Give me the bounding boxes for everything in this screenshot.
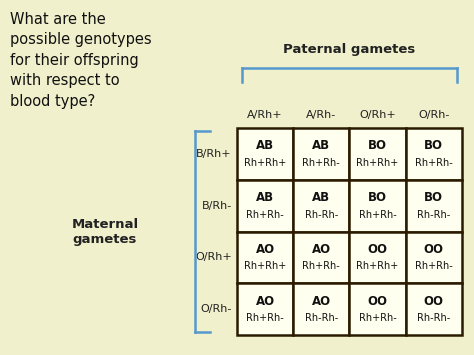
Text: AO: AO bbox=[312, 243, 331, 256]
Bar bbox=[349, 283, 406, 335]
Bar bbox=[237, 180, 293, 231]
Text: Rh+Rh-: Rh+Rh- bbox=[359, 313, 396, 323]
Bar bbox=[406, 283, 462, 335]
Text: AB: AB bbox=[312, 191, 330, 204]
Text: AB: AB bbox=[256, 191, 274, 204]
Text: Rh+Rh-: Rh+Rh- bbox=[246, 209, 284, 220]
Text: Maternal
gametes: Maternal gametes bbox=[72, 218, 138, 246]
Text: A/Rh+: A/Rh+ bbox=[247, 110, 283, 120]
Bar bbox=[349, 231, 406, 283]
Text: O/Rh-: O/Rh- bbox=[201, 304, 232, 314]
Text: O/Rh-: O/Rh- bbox=[418, 110, 449, 120]
Text: Rh+Rh+: Rh+Rh+ bbox=[356, 158, 399, 168]
Bar bbox=[237, 283, 293, 335]
Text: OO: OO bbox=[424, 295, 444, 308]
Text: Rh+Rh-: Rh+Rh- bbox=[415, 158, 453, 168]
Text: Rh-Rh-: Rh-Rh- bbox=[305, 313, 338, 323]
Text: OO: OO bbox=[368, 295, 388, 308]
Text: B/Rh+: B/Rh+ bbox=[196, 149, 232, 159]
Text: OO: OO bbox=[424, 243, 444, 256]
Bar bbox=[293, 231, 349, 283]
Bar bbox=[406, 231, 462, 283]
Text: O/Rh+: O/Rh+ bbox=[359, 110, 396, 120]
Text: B/Rh-: B/Rh- bbox=[202, 201, 232, 211]
Text: O/Rh+: O/Rh+ bbox=[195, 252, 232, 262]
Text: BO: BO bbox=[424, 191, 443, 204]
Bar bbox=[237, 128, 293, 180]
Text: OO: OO bbox=[368, 243, 388, 256]
Bar bbox=[237, 231, 293, 283]
Text: Rh+Rh-: Rh+Rh- bbox=[359, 209, 396, 220]
Text: Rh+Rh-: Rh+Rh- bbox=[415, 261, 453, 271]
Text: Paternal gametes: Paternal gametes bbox=[283, 44, 416, 56]
Text: Rh+Rh+: Rh+Rh+ bbox=[244, 261, 286, 271]
Bar bbox=[293, 180, 349, 231]
Bar bbox=[406, 128, 462, 180]
Bar bbox=[406, 180, 462, 231]
Text: What are the
possible genotypes
for their offspring
with respect to
blood type?: What are the possible genotypes for thei… bbox=[10, 12, 152, 109]
Text: BO: BO bbox=[368, 191, 387, 204]
Text: AB: AB bbox=[256, 140, 274, 152]
Text: Rh+Rh-: Rh+Rh- bbox=[302, 158, 340, 168]
Text: BO: BO bbox=[368, 140, 387, 152]
Bar bbox=[293, 128, 349, 180]
Text: Rh+Rh-: Rh+Rh- bbox=[246, 313, 284, 323]
Bar bbox=[349, 180, 406, 231]
Text: Rh+Rh+: Rh+Rh+ bbox=[244, 158, 286, 168]
Text: Rh-Rh-: Rh-Rh- bbox=[417, 313, 450, 323]
Text: Rh-Rh-: Rh-Rh- bbox=[417, 209, 450, 220]
Text: BO: BO bbox=[424, 140, 443, 152]
Text: AO: AO bbox=[255, 243, 275, 256]
Bar bbox=[293, 283, 349, 335]
Text: AB: AB bbox=[312, 140, 330, 152]
Text: Rh+Rh+: Rh+Rh+ bbox=[356, 261, 399, 271]
Text: AO: AO bbox=[312, 295, 331, 308]
Text: A/Rh-: A/Rh- bbox=[306, 110, 337, 120]
Bar bbox=[349, 128, 406, 180]
Text: AO: AO bbox=[255, 295, 275, 308]
Text: Rh+Rh-: Rh+Rh- bbox=[302, 261, 340, 271]
Text: Rh-Rh-: Rh-Rh- bbox=[305, 209, 338, 220]
